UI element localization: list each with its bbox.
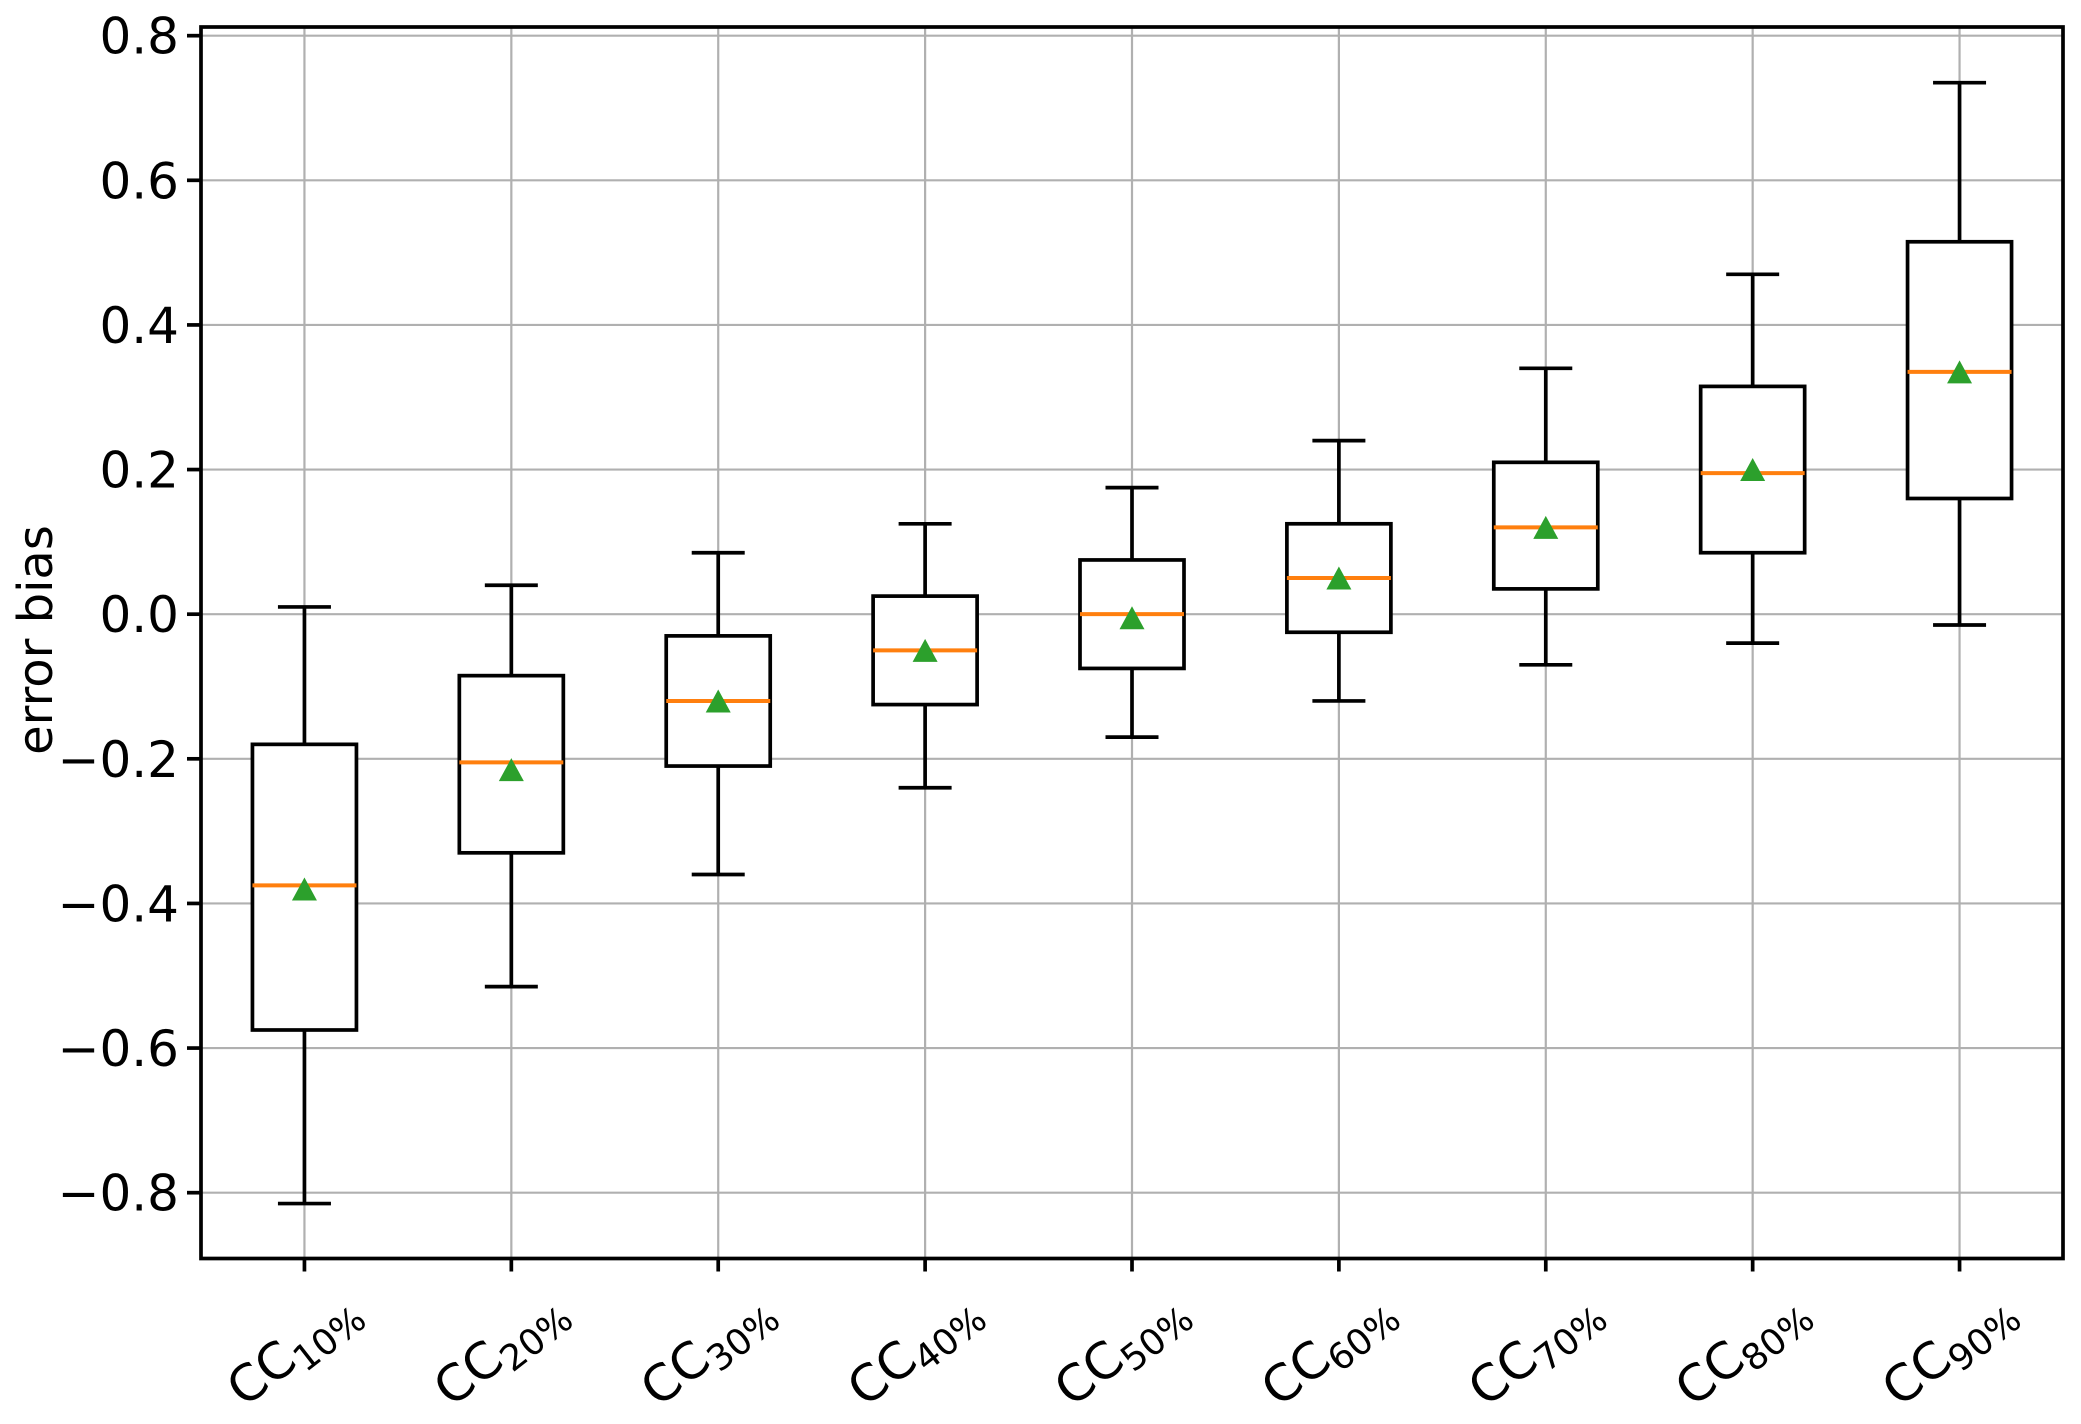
y-axis-label: error bias: [8, 525, 64, 755]
x-tick-label: CC50%: [1044, 1280, 1202, 1423]
x-tick-label: CC40%: [837, 1280, 995, 1423]
mean-marker: [1326, 566, 1352, 590]
y-tick-label: 0.2: [99, 442, 179, 500]
x-tick-label: CC70%: [1457, 1280, 1615, 1423]
x-tick-label: CC10%: [216, 1280, 374, 1423]
x-tick-label: CC90%: [1871, 1280, 2029, 1423]
mean-marker: [1947, 360, 1973, 384]
y-tick-label: −0.2: [58, 731, 179, 789]
mean-marker: [1740, 458, 1766, 482]
mean-marker: [912, 638, 938, 662]
x-tick-label: CC20%: [423, 1280, 581, 1423]
mean-marker: [291, 877, 317, 901]
x-tick-label: CC80%: [1664, 1280, 1822, 1423]
y-tick-label: −0.6: [58, 1020, 179, 1078]
x-tick-label: CC30%: [630, 1280, 788, 1423]
mean-marker: [705, 689, 731, 713]
y-tick-label: −0.4: [58, 875, 179, 933]
x-tick-label: CC60%: [1250, 1280, 1408, 1423]
y-tick-label: −0.8: [58, 1165, 179, 1223]
mean-marker: [1119, 606, 1145, 630]
y-tick-label: 0.8: [99, 8, 179, 66]
mean-marker: [498, 758, 524, 782]
y-tick-label: 0.4: [99, 297, 179, 355]
y-tick-label: 0.0: [99, 586, 179, 644]
mean-marker: [1533, 515, 1559, 539]
y-tick-label: 0.6: [99, 152, 179, 210]
